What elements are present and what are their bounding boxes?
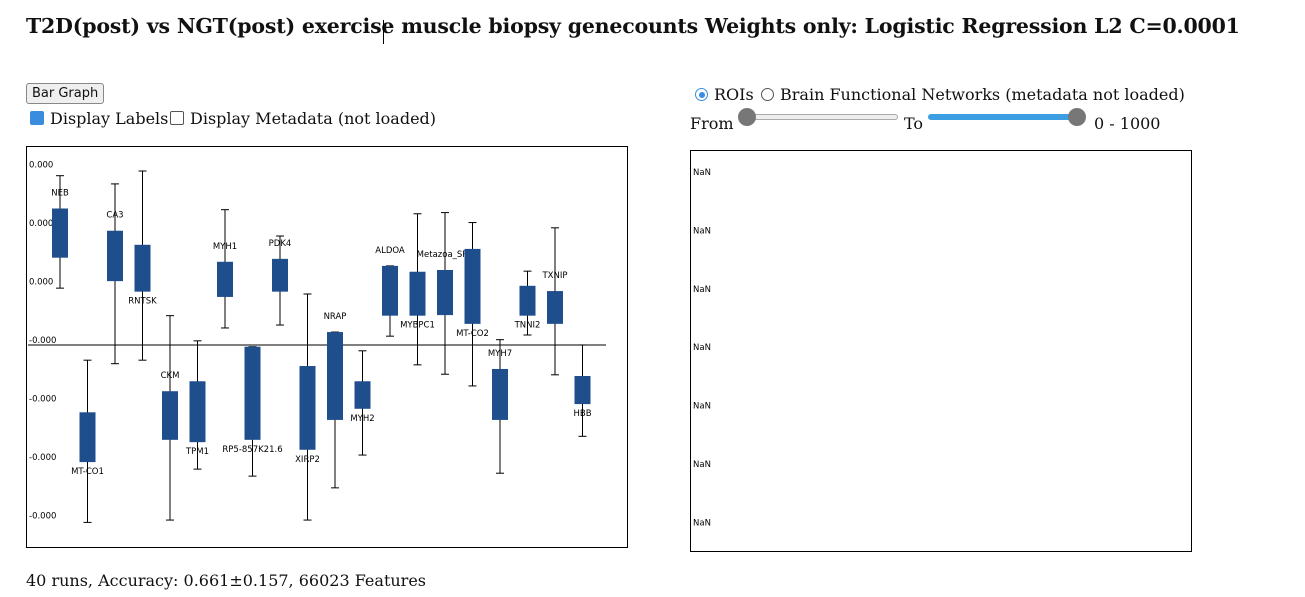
gene-label: TNNI2 <box>514 321 541 331</box>
box <box>354 381 371 409</box>
box <box>519 285 536 316</box>
radio-label: Brain Functional Networks (metadata not … <box>780 85 1185 104</box>
display-labels-checkbox[interactable]: Display Labels <box>30 109 168 128</box>
box <box>217 261 233 297</box>
box <box>382 265 398 316</box>
box <box>464 248 481 324</box>
y-tick-label: -0.000 <box>29 453 56 463</box>
panel-border <box>690 150 1192 552</box>
box <box>107 230 123 282</box>
gene-label: Metazoa_SRP <box>417 250 474 260</box>
box <box>547 291 563 324</box>
gene-label: RP5-857K21.6 <box>222 445 282 455</box>
box <box>492 368 508 420</box>
box <box>574 375 591 405</box>
bar-graph-button[interactable]: Bar Graph <box>26 83 105 104</box>
from-label: From <box>690 114 734 133</box>
box <box>189 381 206 443</box>
from-slider-knob[interactable] <box>738 108 756 126</box>
nan-label: NaN <box>693 168 711 178</box>
page-title: T2D(post) vs NGT(post) exercise muscle b… <box>26 14 1240 38</box>
box <box>299 366 316 450</box>
radio[interactable] <box>761 88 774 101</box>
gene-label: CKM <box>161 371 180 381</box>
box <box>162 391 178 440</box>
y-tick-label: -0.000 <box>29 512 56 522</box>
display-metadata-checkbox[interactable]: Display Metadata (not loaded) <box>170 109 436 128</box>
checkbox[interactable] <box>30 111 44 125</box>
box <box>437 269 453 316</box>
y-tick-label: -0.000 <box>29 395 56 405</box>
from-slider-track[interactable] <box>746 114 898 120</box>
to-slider-track[interactable] <box>928 114 1078 120</box>
roi-radio[interactable]: ROIs <box>695 85 754 104</box>
gene-label: ALDOA <box>375 246 405 256</box>
box <box>409 271 426 316</box>
checkbox-label: Display Metadata (not loaded) <box>190 109 437 128</box>
nan-label: NaN <box>693 518 711 528</box>
nan-label: NaN <box>693 343 711 353</box>
checkbox-label: Display Labels <box>50 109 169 128</box>
range-text: 0 - 1000 <box>1094 114 1161 133</box>
box <box>79 412 96 463</box>
gene-label: MYBPC1 <box>400 321 435 331</box>
radio[interactable] <box>695 88 708 101</box>
text-cursor <box>383 20 384 44</box>
checkbox[interactable] <box>170 111 184 125</box>
box <box>272 258 288 292</box>
gene-label: TXNIP <box>541 271 567 281</box>
y-tick-label: 0.000 <box>29 277 53 287</box>
nan-label: NaN <box>693 285 711 295</box>
weights-chart: 0.000 0.000 0.000 -0.000 -0.000 -0.000 -0.000 N… <box>26 146 628 548</box>
box <box>134 244 151 292</box>
gene-label: TPM1 <box>185 447 209 457</box>
gene-label: RNTSK <box>128 297 157 307</box>
gene-label: NRAP <box>324 312 347 322</box>
chart-border <box>26 146 628 548</box>
gene-label: NEB <box>51 188 69 198</box>
gene-label: MT-CO2 <box>456 329 489 339</box>
nan-label: NaN <box>693 226 711 236</box>
nan-label: NaN <box>693 402 711 412</box>
brain-panel: NaN NaN NaN NaN NaN NaN NaN <box>690 150 1192 552</box>
box <box>327 332 343 420</box>
gene-label: MT-CO1 <box>71 467 104 477</box>
gene-label: XIRP2 <box>295 455 320 465</box>
box <box>52 208 68 258</box>
networks-radio[interactable]: Brain Functional Networks (metadata not … <box>761 85 1185 104</box>
y-tick-label: 0.000 <box>29 160 53 170</box>
gene-label: MYH2 <box>350 414 374 424</box>
y-tick-label: -0.000 <box>29 336 56 346</box>
y-tick-label: 0.000 <box>29 219 53 229</box>
gene-label: HBB <box>573 409 591 419</box>
to-slider-knob[interactable] <box>1068 108 1086 126</box>
nan-label: NaN <box>693 460 711 470</box>
box <box>244 346 261 440</box>
gene-label: CA3 <box>106 211 123 221</box>
summary: 40 runs, Accuracy: 0.661±0.157, 66023 Fe… <box>26 571 426 590</box>
gene-label: MYH7 <box>488 349 512 359</box>
to-label: To <box>904 114 924 133</box>
gene-label: MYH1 <box>213 242 237 252</box>
radio-label: ROIs <box>714 85 754 104</box>
gene-label: PDK4 <box>269 239 292 249</box>
